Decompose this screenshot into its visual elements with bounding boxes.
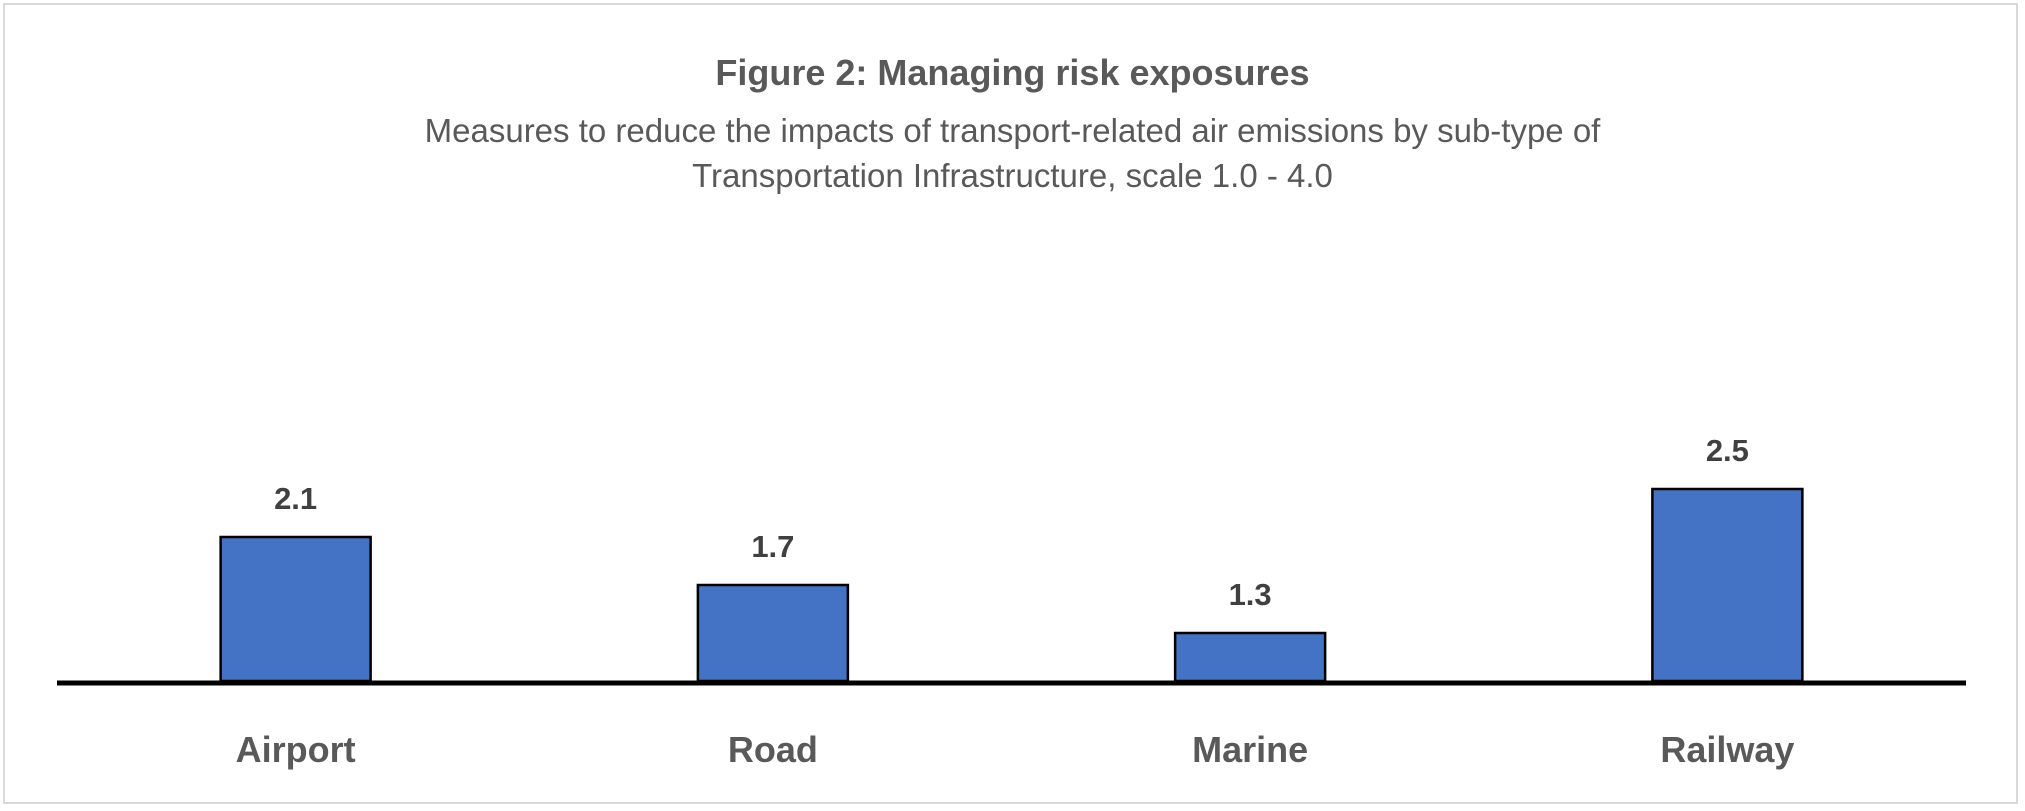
bar-road — [696, 583, 850, 683]
category-label-road: Road — [728, 729, 818, 770]
chart-subtitle-line-1: Measures to reduce the impacts of transp… — [424, 112, 1601, 149]
bar-airport — [219, 535, 372, 683]
chart-subtitle-line-2: Transportation Infrastructure, scale 1.0… — [692, 157, 1333, 194]
category-label-railway: Railway — [1660, 729, 1794, 770]
bar-marine — [1173, 631, 1327, 683]
data-label-marine: 1.3 — [1229, 577, 1272, 612]
category-label-airport: Airport — [236, 729, 356, 770]
data-label-railway: 2.5 — [1706, 433, 1749, 468]
chart-frame — [3, 3, 2018, 804]
chart-title: Figure 2: Managing risk exposures — [715, 52, 1310, 93]
bar-railway — [1651, 487, 1804, 683]
data-label-airport: 2.1 — [274, 481, 317, 516]
data-label-road: 1.7 — [751, 529, 794, 564]
category-label-marine: Marine — [1192, 729, 1308, 770]
